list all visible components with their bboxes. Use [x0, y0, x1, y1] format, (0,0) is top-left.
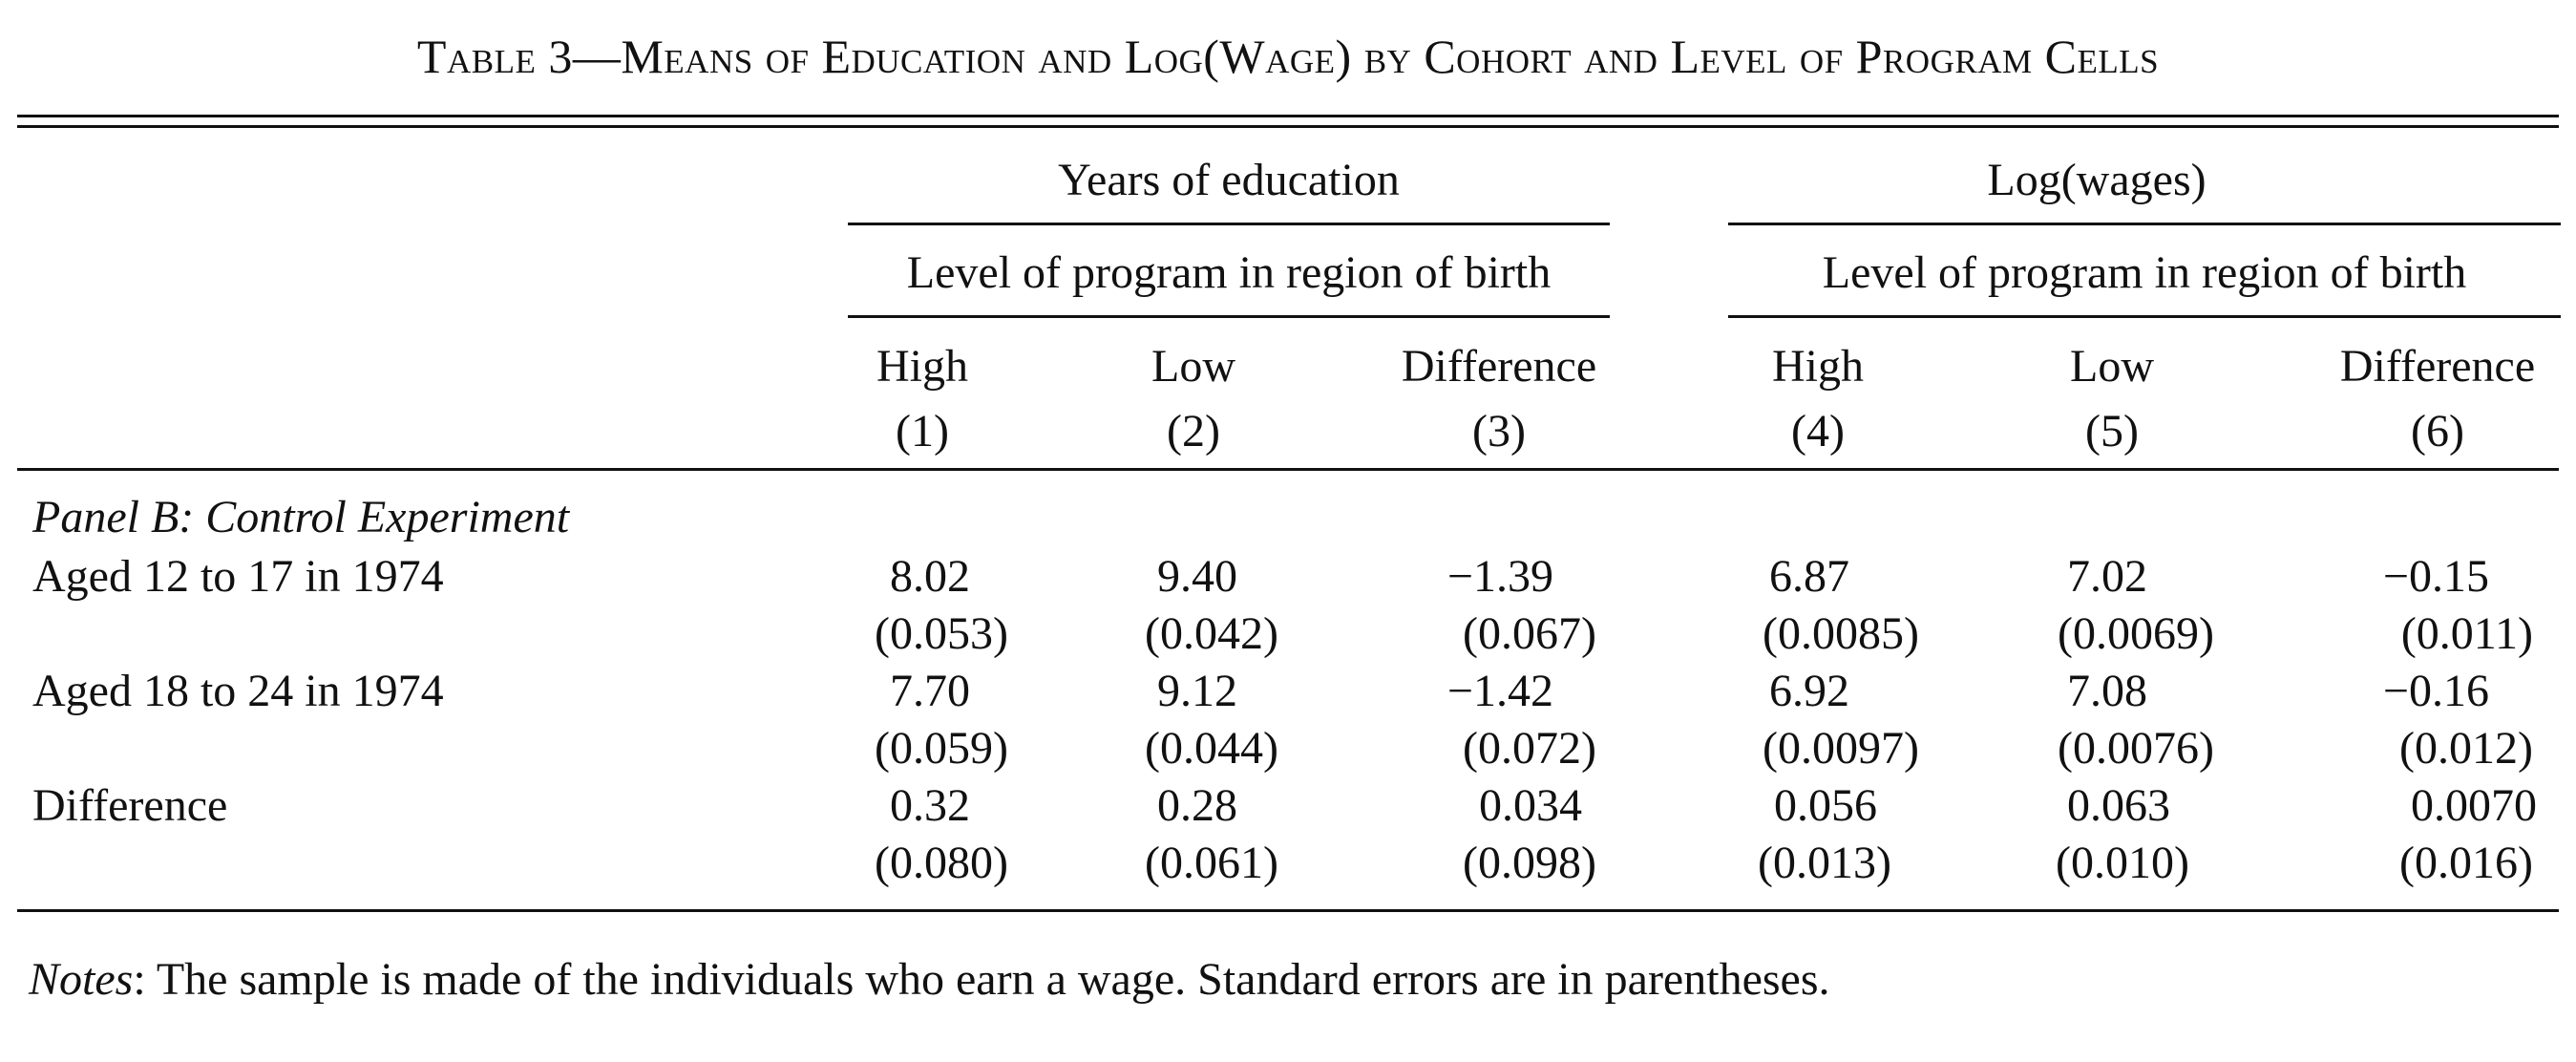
- cell-r1-c6: −0.15: [2382, 551, 2489, 602]
- se-r1-c1: (0.053): [875, 608, 1008, 659]
- cell-r2-c3: −1.42: [1446, 666, 1553, 716]
- cell-r1-c1: 8.02: [890, 551, 970, 602]
- se-r1-c3: (0.067): [1463, 608, 1596, 659]
- se-r2-c4: (0.0097): [1763, 723, 1919, 774]
- subgroup-rule-log-wages: [1728, 315, 2561, 318]
- se-r2-c6: (0.012): [2399, 723, 2533, 774]
- cell-r3-c1: 0.32: [890, 780, 970, 831]
- notes-text: : The sample is made of the individuals …: [133, 954, 1830, 1005]
- column-header-5: Low: [2070, 341, 2154, 392]
- table-title: Table 3—Means of Education and Log(Wage)…: [416, 30, 2160, 83]
- se-r3-c3: (0.098): [1463, 838, 1596, 888]
- cell-r3-c2: 0.28: [1157, 780, 1237, 831]
- column-number-5: (5): [2085, 406, 2139, 457]
- se-r3-c1: (0.080): [875, 838, 1008, 888]
- se-r1-c2: (0.042): [1145, 608, 1278, 659]
- table-bottom-rule: [17, 909, 2559, 912]
- column-header-4: High: [1772, 341, 1864, 392]
- group-rule-education: [848, 223, 1610, 225]
- cell-r1-c4: 6.87: [1769, 551, 1849, 602]
- row-label-aged-18-24: Aged 18 to 24 in 1974: [32, 666, 444, 716]
- column-number-4: (4): [1791, 406, 1845, 457]
- cell-r2-c1: 7.70: [890, 666, 970, 716]
- cell-r1-c2: 9.40: [1157, 551, 1237, 602]
- row-label-difference: Difference: [32, 780, 228, 831]
- group-header-log-wages: Log(wages): [1987, 155, 2206, 205]
- cell-r3-c4: 0.056: [1774, 780, 1877, 831]
- se-r1-c6: (0.011): [2400, 608, 2533, 659]
- column-number-1: (1): [896, 406, 949, 457]
- se-r2-c2: (0.044): [1145, 723, 1278, 774]
- cell-r2-c4: 6.92: [1769, 666, 1849, 716]
- group-header-education: Years of education: [1058, 155, 1400, 205]
- se-r3-c5: (0.010): [2056, 838, 2189, 888]
- column-number-6: (6): [2411, 406, 2464, 457]
- table-notes: Notes: The sample is made of the individ…: [29, 953, 1830, 1006]
- cell-r3-c3: 0.034: [1479, 780, 1582, 831]
- cell-r1-c5: 7.02: [2067, 551, 2147, 602]
- se-r3-c4: (0.013): [1758, 838, 1891, 888]
- column-number-2: (2): [1167, 406, 1220, 457]
- cell-r2-c6: −0.16: [2382, 666, 2489, 716]
- subgroup-header-education: Level of program in region of birth: [906, 247, 1552, 298]
- top-rule-2: [17, 125, 2559, 128]
- cell-r2-c2: 9.12: [1157, 666, 1237, 716]
- column-number-3: (3): [1472, 406, 1526, 457]
- se-r2-c3: (0.072): [1463, 723, 1596, 774]
- se-r2-c5: (0.0076): [2058, 723, 2214, 774]
- column-header-6: Difference: [2339, 341, 2536, 392]
- se-r3-c2: (0.061): [1145, 838, 1278, 888]
- header-bottom-rule: [17, 468, 2559, 471]
- cell-r3-c5: 0.063: [2067, 780, 2170, 831]
- subgroup-header-log-wages: Level of program in region of birth: [1822, 247, 2467, 298]
- group-rule-log-wages: [1728, 223, 2561, 225]
- top-rule-1: [17, 115, 2559, 117]
- se-r3-c6: (0.016): [2399, 838, 2533, 888]
- column-header-2: Low: [1151, 341, 1235, 392]
- notes-label: Notes: [29, 954, 134, 1005]
- cell-r2-c5: 7.08: [2067, 666, 2147, 716]
- row-label-aged-12-17: Aged 12 to 17 in 1974: [32, 551, 444, 602]
- cell-r1-c3: −1.39: [1446, 551, 1553, 602]
- cell-r3-c6: 0.0070: [2411, 780, 2537, 831]
- subgroup-rule-education: [848, 315, 1610, 318]
- column-header-3: Difference: [1401, 341, 1597, 392]
- column-header-1: High: [876, 341, 968, 392]
- se-r1-c4: (0.0085): [1763, 608, 1919, 659]
- panel-label: Panel B: Control Experiment: [32, 492, 570, 542]
- se-r1-c5: (0.0069): [2058, 608, 2214, 659]
- se-r2-c1: (0.059): [875, 723, 1008, 774]
